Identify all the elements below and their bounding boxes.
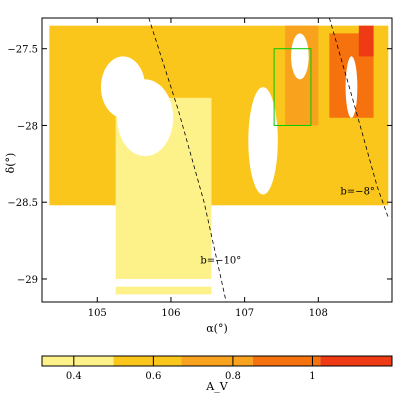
x-tick-label: 106: [161, 308, 180, 319]
colorbar-frame: [41, 355, 393, 367]
map-gap-4: [345, 56, 358, 118]
x-tick-label: 107: [235, 308, 254, 319]
y-tick-label: −29: [17, 275, 38, 286]
map-region-peak: [358, 25, 374, 57]
colorbar: 0.4 0.6 0.8 1: [41, 355, 393, 382]
y-axis: −29 −28.5 −28 −27.5: [7, 45, 392, 286]
colorbar-tick-label: 0.4: [66, 371, 82, 382]
galactic-latitude-label-0: b=−10°: [200, 256, 241, 267]
plot-frame: [41, 17, 393, 303]
colorbar-label: A_V: [205, 380, 228, 393]
colorbar-segment-4: [320, 356, 392, 366]
y-tick-label: −28.5: [7, 198, 38, 209]
extinction-map: [49, 25, 389, 295]
colorbar-segment-1: [113, 356, 182, 366]
x-axis: 105 106 107 108: [88, 18, 328, 319]
x-tick-label: 105: [88, 308, 107, 319]
y-tick-label: −28: [17, 121, 38, 132]
colorbar-tick-label: 0.8: [225, 371, 241, 382]
x-axis-label: α(°): [206, 322, 228, 335]
map-gap-1: [100, 56, 146, 118]
field-box: [273, 48, 312, 126]
colorbar-tick-label: 0.6: [145, 371, 161, 382]
colorbar-tick-label: 1: [309, 371, 315, 382]
colorbar-segment-2: [181, 356, 253, 366]
galactic-latitude-label-1: b=−8°: [340, 187, 375, 198]
overlay-layer: [148, 18, 389, 302]
map-strip-0: [115, 286, 212, 295]
galactic-latitude-line-1: [329, 18, 389, 218]
map-gap-2: [248, 87, 278, 195]
y-tick-label: −27.5: [7, 45, 38, 56]
map-gap-3: [291, 33, 309, 80]
x-tick-label: 108: [309, 308, 328, 319]
y-axis-label: δ(°): [4, 153, 17, 174]
colorbar-segment-3: [252, 356, 321, 366]
colorbar-segment-0: [42, 356, 114, 366]
